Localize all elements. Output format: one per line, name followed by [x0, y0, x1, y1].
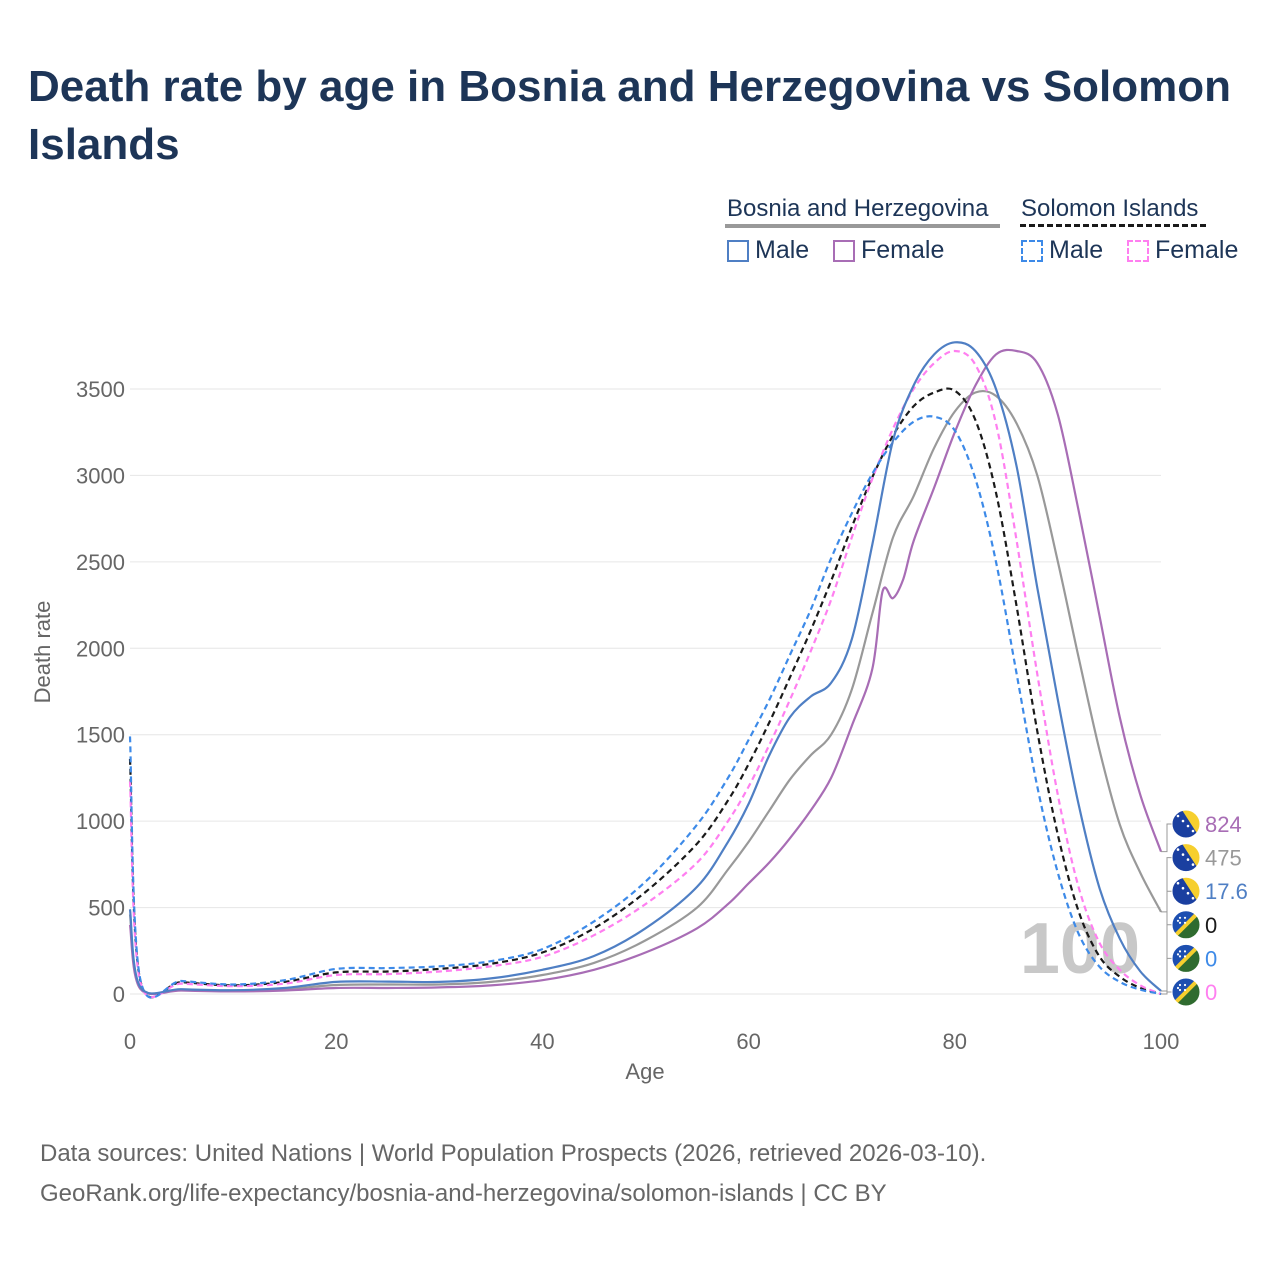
legend-group-bih-line: [725, 224, 1000, 228]
y-tick-1000: 1000: [76, 809, 125, 834]
legend-swatch-solomon-male: [1021, 239, 1043, 262]
end-label-bih-male: 17.6: [1205, 879, 1248, 904]
end-label-connector-sol-male: [1161, 957, 1173, 995]
y-tick-3000: 3000: [76, 463, 125, 488]
legend-label-bih-female: Female: [861, 236, 945, 264]
legend-item-bih-male[interactable]: Male: [727, 236, 809, 265]
legend-label-bih-male: Male: [755, 236, 810, 264]
flag-icon-bih: [1171, 876, 1201, 906]
series-line-sol-male[interactable]: [128, 415, 1162, 999]
chart-title: Death rate by age in Bosnia and Herzegov…: [28, 62, 1231, 169]
y-tick-labels: 0 500 1000 1500 2000 2500 3000 3500: [76, 377, 125, 1007]
y-tick-1500: 1500: [76, 723, 125, 748]
flag-icon-bih: [1171, 843, 1201, 873]
end-label-sol-female: 0: [1205, 980, 1217, 1005]
x-tick-60: 60: [736, 1029, 760, 1054]
end-label-sol-male: 0: [1205, 946, 1217, 971]
legend-label-solomon-male: Male: [1049, 236, 1104, 264]
x-tick-80: 80: [943, 1029, 967, 1054]
legend-group-solomon[interactable]: Solomon Islands: [1021, 195, 1199, 222]
x-axis-label: Age: [625, 1059, 664, 1084]
legend-group-solomon-line: [1020, 224, 1206, 227]
year-watermark: 100: [1020, 909, 1140, 989]
series-line-bih-total[interactable]: [128, 389, 1162, 996]
flag-icon-sol: [1171, 977, 1201, 1007]
legend-item-bih-female[interactable]: Female: [833, 236, 944, 265]
end-label-connector-bih-female: [1161, 823, 1173, 853]
x-tick-100: 100: [1143, 1029, 1180, 1054]
legend-swatch-solomon-female: [1127, 239, 1149, 262]
series-line-sol-total[interactable]: [128, 387, 1162, 999]
legend-item-solomon-male[interactable]: Male: [1021, 236, 1103, 265]
end-label-bih-female: 824: [1205, 812, 1242, 837]
flag-icon-bih: [1171, 809, 1201, 839]
flag-icon-sol: [1171, 943, 1201, 973]
footer-link[interactable]: GeoRank.org/life-expectancy/bosnia-and-h…: [40, 1180, 887, 1207]
end-label-connector-sol-female: [1161, 991, 1173, 995]
series-line-bih-female[interactable]: [128, 348, 1163, 996]
grid-lines: [130, 388, 1161, 995]
x-tick-20: 20: [324, 1029, 348, 1054]
y-tick-2500: 2500: [76, 550, 125, 575]
end-labels: 824 475 17.6 0 0 0: [1161, 809, 1248, 1007]
end-label-bih-total: 475: [1205, 846, 1242, 871]
series-lines: [128, 341, 1163, 999]
legend-swatch-bih-female: [833, 239, 855, 262]
x-tick-40: 40: [530, 1029, 554, 1054]
legend-label-solomon-female: Female: [1155, 236, 1239, 264]
x-tick-labels: 0 20 40 60 80 100: [124, 1029, 1179, 1054]
legend-item-solomon-female[interactable]: Female: [1127, 236, 1238, 265]
legend-group-bih[interactable]: Bosnia and Herzegovina: [727, 195, 989, 222]
series-line-sol-female[interactable]: [128, 349, 1162, 999]
end-label-sol-total: 0: [1205, 913, 1217, 938]
y-tick-0: 0: [113, 982, 125, 1007]
flag-icon-sol: [1171, 910, 1201, 940]
y-axis-label: Death rate: [30, 601, 55, 704]
footer-sources: Data sources: United Nations | World Pop…: [40, 1140, 987, 1167]
series-line-bih-male[interactable]: [128, 341, 1162, 995]
y-tick-2000: 2000: [76, 636, 125, 661]
y-tick-500: 500: [88, 896, 125, 921]
y-tick-3500: 3500: [76, 377, 125, 402]
end-label-connector-bih-total: [1161, 857, 1173, 913]
legend-swatch-bih-male: [727, 239, 749, 262]
x-tick-0: 0: [124, 1029, 136, 1054]
